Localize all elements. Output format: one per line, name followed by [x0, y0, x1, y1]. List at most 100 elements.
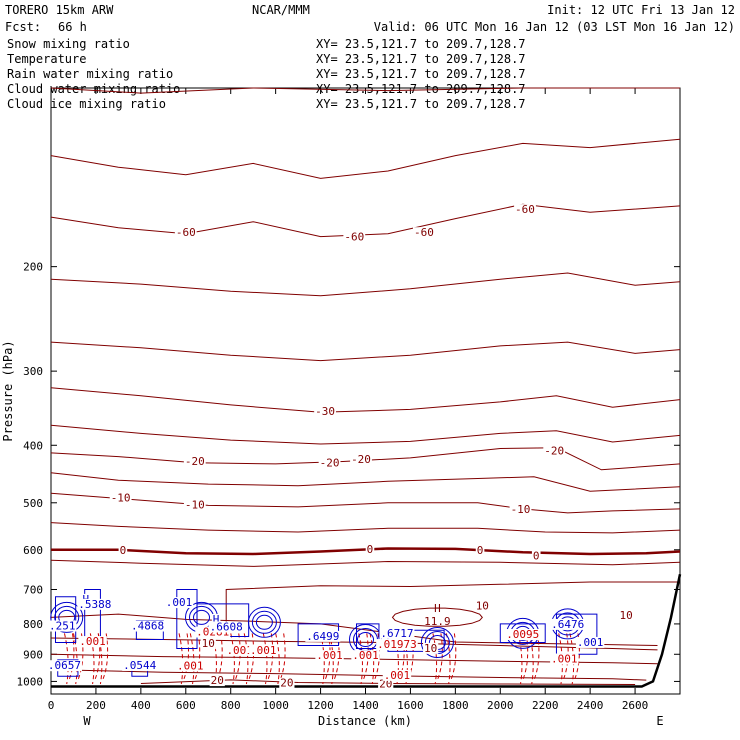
legend-snow: Snow mixing ratio — [7, 37, 130, 51]
label-background — [505, 629, 541, 641]
y-tick-label: 500 — [23, 497, 43, 510]
model-title: TORERO 15km ARW — [5, 3, 114, 17]
temp-contour-minus40 — [50, 341, 681, 362]
label-background — [351, 650, 380, 662]
label-background — [543, 445, 566, 457]
temp-contour-max-loop — [391, 607, 483, 627]
rain-contour — [529, 633, 540, 685]
rain-contour-label: .001 — [352, 649, 379, 662]
x-tick-label: 1400 — [352, 699, 379, 712]
x-tick-label: 1600 — [397, 699, 424, 712]
label-background — [118, 545, 128, 557]
label-background — [514, 204, 536, 216]
x-tick-label: 1800 — [442, 699, 469, 712]
label-background — [376, 639, 418, 651]
x-tick-label: 600 — [176, 699, 196, 712]
y-tick-label: 600 — [23, 544, 43, 557]
label-background — [305, 630, 341, 642]
label-background — [475, 545, 485, 557]
temperature-contour-label: -10 — [185, 498, 205, 511]
temperature-contour-label: -30 — [315, 405, 335, 418]
temp-contour-10-east — [225, 581, 680, 624]
rain-contour — [63, 633, 75, 685]
rain-contour-label: .001 — [177, 659, 204, 672]
temperature-contour-label: 0 — [367, 543, 374, 556]
cloud-contour-ring — [193, 609, 211, 625]
forecast-label: Fcst: — [5, 20, 41, 34]
label-background — [130, 620, 166, 632]
cloud-contour-ring — [255, 614, 273, 630]
label-background — [382, 669, 412, 681]
cloud-contour-label: .6608 — [210, 620, 243, 633]
chart-header: TORERO 15km ARW NCAR/MMM Init: 12 UTC Fr… — [5, 3, 735, 34]
x-tick-label: 1000 — [262, 699, 289, 712]
label-background — [249, 644, 278, 656]
rain-contour — [569, 633, 580, 685]
legend-temperature-xy: XY= 23.5,121.7 to 209.7,128.7 — [316, 52, 526, 66]
temperature-contours — [50, 87, 681, 685]
temperature-contour-label: -20 — [185, 455, 205, 468]
init-time: Init: 12 UTC Fri 13 Jan 12 — [547, 3, 735, 17]
temp-contour-minus5 — [50, 522, 681, 534]
temperature-contour-label: -60 — [515, 203, 535, 216]
label-background — [183, 499, 206, 511]
label-background — [350, 454, 372, 466]
temperature-contour-label: 0 — [533, 550, 540, 563]
forecast-hour: 66 h — [58, 20, 87, 34]
label-background — [46, 660, 82, 672]
x-tick-label: 200 — [86, 699, 106, 712]
temperature-contour-label: -20 — [544, 444, 564, 457]
temperature-contour-label: -20 — [320, 457, 340, 470]
temp-contour-top — [50, 87, 680, 94]
label-background — [379, 627, 415, 639]
y-tick-label: 1000 — [17, 675, 44, 688]
y-tick-label: 900 — [23, 648, 43, 661]
cloud-contour-ring — [50, 601, 84, 633]
rain-contour — [72, 633, 84, 685]
label-background — [48, 620, 77, 632]
temperature-max-value: 11.9 — [424, 615, 451, 628]
label-background — [550, 618, 586, 630]
cloud-contour-label: .6717 — [380, 627, 413, 640]
x-tick-label: 1200 — [307, 699, 334, 712]
temp-contour-minus20 — [50, 447, 681, 471]
label-background — [531, 550, 541, 562]
temperature-contour-label: 10 — [619, 609, 632, 622]
temperature-contour-label: -60 — [176, 226, 196, 239]
cloud-contour — [196, 603, 250, 637]
legend-snow-xy: XY= 23.5,121.7 to 209.7,128.7 — [316, 37, 526, 51]
x-tick-label: 0 — [48, 699, 55, 712]
label-background — [318, 457, 341, 469]
rain-contour-label: .001 — [316, 649, 343, 662]
cloud-contour-ring — [420, 627, 454, 659]
cloud-contour-label: .001 — [166, 596, 193, 609]
legend-temperature: Temperature — [7, 52, 86, 66]
y-tick-label: 400 — [23, 439, 43, 452]
temperature-contour-label: 20 — [211, 674, 224, 687]
rain-contour-label: .001 — [226, 644, 253, 657]
temp-contour-17 — [50, 653, 658, 665]
rain-contour-label: .001 — [79, 635, 106, 648]
rain-contour-label: .001 — [384, 669, 411, 682]
temperature-contour-label: -60 — [414, 226, 434, 239]
legend-cloud-water-xy: XY= 23.5,121.7 to 209.7,128.7 — [316, 82, 526, 96]
rain-contour — [262, 633, 274, 685]
label-background — [176, 660, 205, 672]
temperature-contour-label: -10 — [111, 492, 131, 505]
temp-contour-5 — [50, 559, 681, 567]
temperature-contour-label: -20 — [351, 453, 371, 466]
rain-contour — [275, 633, 286, 685]
temperature-contour-label: 10 — [202, 637, 215, 650]
cloud-contour-label: .0657 — [48, 659, 81, 672]
legend-cloud-ice: Cloud ice mixing ratio — [7, 97, 166, 111]
label-background — [209, 675, 225, 687]
label-background — [423, 642, 439, 654]
temperature-max-marker: H — [434, 602, 441, 615]
y-axis-title: Pressure (hPa) — [1, 340, 15, 441]
field-legend: Snow mixing ratio XY= 23.5,121.7 to 209.… — [7, 37, 526, 111]
label-background — [77, 598, 113, 610]
rain-contour — [178, 633, 189, 685]
legend-rain: Rain water mixing ratio — [7, 67, 173, 81]
legend-rain-xy: XY= 23.5,121.7 to 209.7,128.7 — [316, 67, 526, 81]
